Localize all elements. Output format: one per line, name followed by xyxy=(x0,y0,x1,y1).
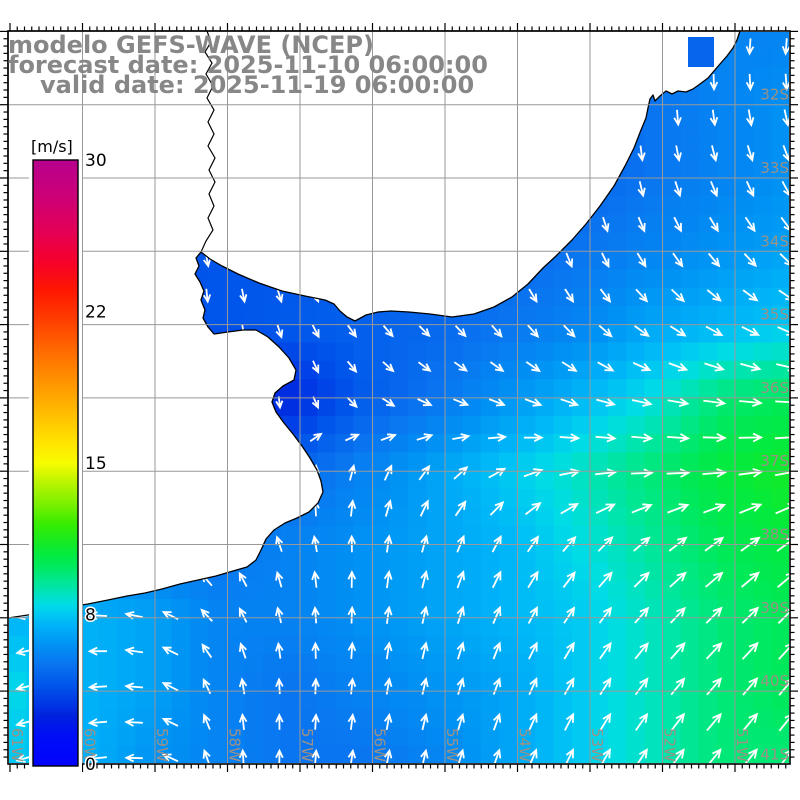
colorbar-tick-label: 8 xyxy=(85,606,96,626)
title-block: modelo GEFS-WAVE (NCEP) forecast date: 2… xyxy=(8,31,488,99)
colorbar-unit-label: [m/s] xyxy=(31,137,73,156)
lat-label: 40S xyxy=(760,672,789,690)
lon-label: 55W xyxy=(443,728,461,762)
valid-date-text: valid date: 2025-11-19 06:00:00 xyxy=(40,71,474,99)
lagoon-cell xyxy=(688,37,714,67)
colorbar: [m/s] 30 22 15 8 0 xyxy=(29,127,109,777)
forecast-date-text: forecast date: 2025-11-10 06:00:00 xyxy=(8,51,488,79)
lon-label: 59W xyxy=(153,728,171,762)
colorbar-tick-label: 0 xyxy=(85,755,96,775)
lat-label: 34S xyxy=(760,232,789,250)
lon-label: 58W xyxy=(226,728,244,762)
lat-label: 32S xyxy=(760,86,789,104)
lat-label: 41S xyxy=(760,745,789,763)
model-title: modelo GEFS-WAVE (NCEP) xyxy=(8,31,374,59)
lat-lon-labels: 32S 33S 34S 35S 36S 37S 38S 39S 40S 41S 61W 60W 59W 5… xyxy=(8,86,789,764)
lat-label: 35S xyxy=(760,306,789,324)
lat-label: 39S xyxy=(760,599,789,617)
lon-label: 51W xyxy=(733,728,751,762)
lon-label: 57W xyxy=(298,728,316,762)
colorbar-tick-labels: 30 22 15 8 0 xyxy=(84,150,109,777)
colorbar-tick-label: 15 xyxy=(85,454,107,474)
lon-label: 52W xyxy=(661,728,679,762)
map-frame xyxy=(0,23,798,772)
lon-label: 53W xyxy=(588,728,606,762)
river-line xyxy=(200,30,216,253)
colorbar-tick-label: 22 xyxy=(85,303,107,323)
colorbar-gradient xyxy=(32,159,79,767)
lon-label: 60W xyxy=(81,728,99,762)
colorbar-tick-label: 30 xyxy=(85,151,107,171)
lat-label: 37S xyxy=(760,452,789,470)
lon-label: 56W xyxy=(371,728,389,762)
lat-label: 36S xyxy=(760,379,789,397)
graticule-gridlines xyxy=(8,31,790,764)
lon-label: 54W xyxy=(516,728,534,762)
lat-label: 38S xyxy=(760,526,789,544)
lat-label: 33S xyxy=(760,159,789,177)
lon-label: 61W xyxy=(8,728,26,762)
